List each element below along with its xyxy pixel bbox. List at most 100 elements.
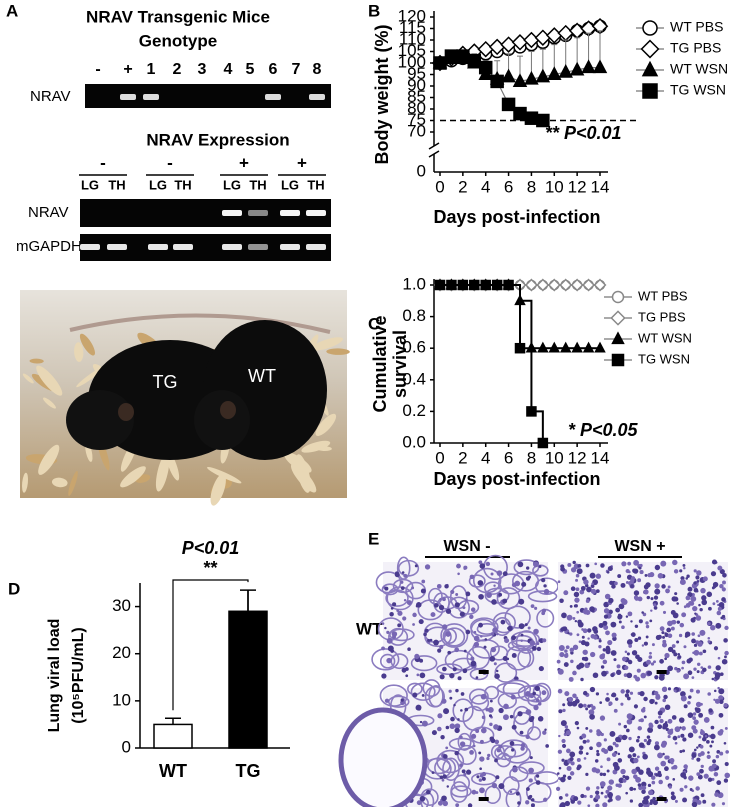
nucleus <box>486 592 492 599</box>
nucleus <box>653 744 660 751</box>
alveolus <box>492 612 516 634</box>
nucleus <box>719 699 724 704</box>
nucleus <box>585 609 591 616</box>
nucleus <box>695 615 702 621</box>
nucleus <box>678 717 685 723</box>
nucleus <box>659 658 664 664</box>
nucleus <box>645 621 649 625</box>
nucleus <box>481 715 486 720</box>
nucleus <box>430 612 436 618</box>
nucleus <box>602 802 608 807</box>
nucleus <box>633 559 639 566</box>
nucleus <box>665 775 670 780</box>
marker <box>456 49 470 63</box>
photo-label: TG <box>153 372 178 392</box>
shaving <box>301 440 331 453</box>
nucleus <box>715 622 722 629</box>
lane-label: 2 <box>173 61 182 78</box>
nucleus <box>487 706 494 713</box>
nucleus <box>648 723 654 729</box>
nucleus <box>647 727 654 733</box>
nucleus <box>581 733 587 739</box>
nucleus <box>718 712 724 718</box>
nucleus <box>473 641 480 648</box>
nucleus <box>429 638 433 642</box>
marker <box>610 310 626 326</box>
nucleus <box>670 761 674 765</box>
nucleus <box>637 726 642 731</box>
nucleus <box>454 727 460 734</box>
nucleus <box>658 715 662 719</box>
nucleus <box>605 789 610 794</box>
alveolus <box>513 705 531 725</box>
nucleus <box>577 621 584 628</box>
lane-label: 4 <box>224 61 233 78</box>
nucleus <box>454 723 461 729</box>
marker <box>641 60 659 77</box>
nucleus <box>569 771 575 776</box>
nucleus <box>478 751 482 755</box>
x-axis-label: Days post-infection <box>433 207 600 227</box>
y-tick-label: 0 <box>417 161 426 180</box>
nucleus <box>416 602 422 608</box>
nucleus <box>643 738 648 743</box>
nucleus <box>650 662 655 666</box>
nucleus <box>667 665 673 672</box>
nucleus <box>645 635 649 639</box>
nucleus <box>530 716 535 720</box>
scale-bar <box>478 670 489 674</box>
nucleus <box>652 799 658 806</box>
alveolus <box>443 627 466 647</box>
alveolus <box>496 682 526 695</box>
nucleus <box>437 648 442 653</box>
nucleus <box>600 563 605 568</box>
nucleus <box>454 602 460 608</box>
nucleus <box>495 632 499 636</box>
nucleus <box>485 561 491 567</box>
nucleus <box>440 734 445 740</box>
nucleus <box>596 741 602 748</box>
nucleus <box>680 695 687 702</box>
nucleus <box>560 720 567 727</box>
nucleus <box>437 713 443 719</box>
nucleus <box>599 701 603 704</box>
nucleus <box>433 639 439 646</box>
marker <box>433 56 447 70</box>
nucleus <box>627 561 632 566</box>
nucleus <box>570 567 577 573</box>
nucleus <box>419 672 426 679</box>
nucleus <box>495 669 499 673</box>
nucleus <box>570 659 574 664</box>
nucleus <box>480 693 487 700</box>
nucleus <box>591 705 596 711</box>
nucleus <box>641 785 647 791</box>
y-tick-label: 80 <box>407 98 426 117</box>
nucleus <box>630 632 636 637</box>
nucleus <box>639 691 645 697</box>
group-label: + <box>239 153 249 172</box>
panel-label: E <box>368 529 379 548</box>
nucleus <box>480 635 483 638</box>
marker <box>446 279 457 291</box>
nucleus <box>441 698 447 704</box>
nucleus <box>608 597 614 604</box>
nucleus <box>446 785 450 788</box>
nucleus <box>649 651 652 655</box>
nucleus <box>646 735 651 739</box>
nucleus <box>543 584 547 588</box>
lane-label: 5 <box>246 61 255 78</box>
nucleus <box>599 781 606 787</box>
nucleus <box>400 698 404 702</box>
nucleus <box>447 650 452 655</box>
gel-row-label: NRAV <box>28 204 69 221</box>
nucleus <box>710 725 715 730</box>
nucleus <box>583 757 587 760</box>
nucleus <box>479 739 484 744</box>
nucleus <box>449 672 455 679</box>
nucleus <box>578 750 584 755</box>
gel-band <box>248 244 268 250</box>
alveolus <box>494 745 517 761</box>
nucleus <box>625 580 629 584</box>
nucleus <box>696 590 699 593</box>
nucleus <box>502 571 508 577</box>
